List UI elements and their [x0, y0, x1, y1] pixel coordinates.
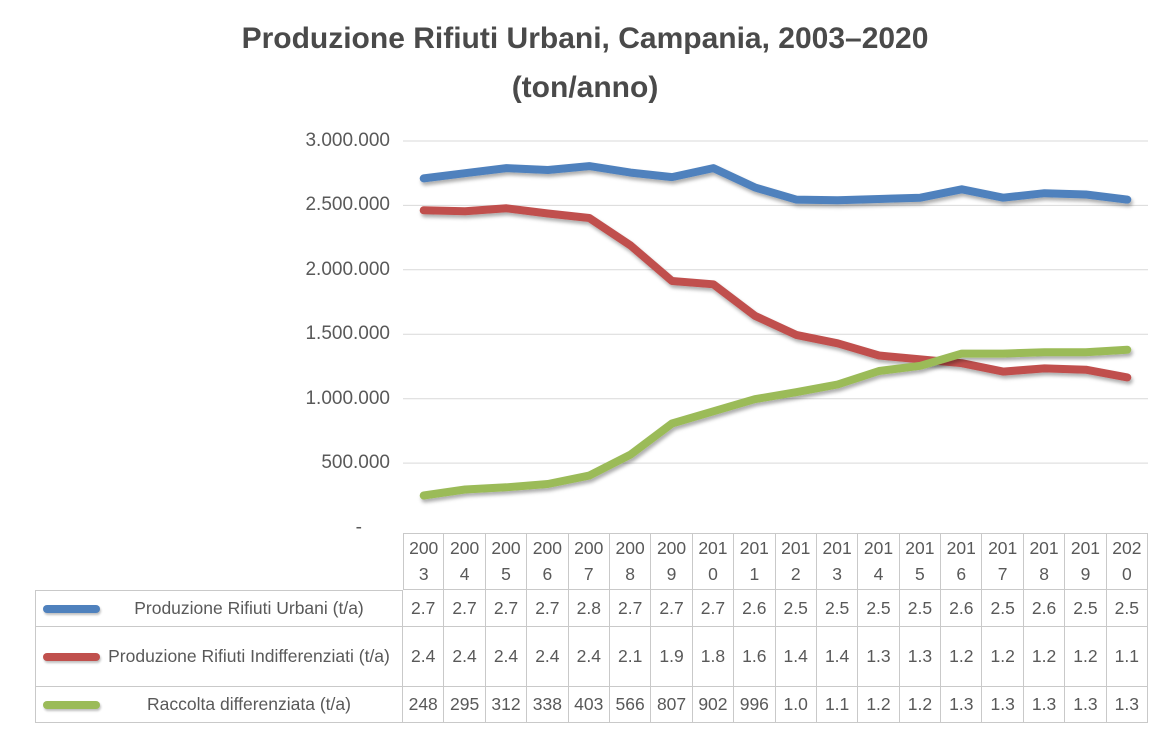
value-cell: 2.5: [816, 590, 859, 627]
year-header-cell: 200 4: [444, 533, 486, 590]
y-axis-tick-label: 2.000.000: [305, 258, 390, 280]
chart-title-line-1: Produzione Rifiuti Urbani, Campania, 200…: [241, 22, 929, 55]
value-cell: 2.7: [485, 590, 528, 627]
value-cell: 1.1: [1106, 627, 1149, 687]
year-header-cell: 201 2: [775, 533, 817, 590]
value-cell: 2.7: [651, 590, 693, 627]
y-axis-tick-label: -: [355, 516, 362, 538]
year-header-cell: 201 6: [941, 533, 983, 590]
value-cell: 1.3: [858, 627, 900, 687]
value-cell: 807: [651, 687, 693, 723]
value-cell: 1.3: [1106, 687, 1149, 723]
legend-key-icon: [43, 604, 100, 613]
value-cell: 2.5: [899, 590, 942, 627]
value-cell: 2.8: [568, 590, 610, 627]
year-header-cell: 201 0: [692, 533, 735, 590]
value-cell: 2.5: [858, 590, 900, 627]
value-cell: 1.2: [1023, 627, 1066, 687]
value-cell: 2.5: [982, 590, 1024, 627]
value-cell: 2.7: [444, 590, 486, 627]
year-header-cell: 201 9: [1065, 533, 1107, 590]
value-cell: 566: [609, 687, 652, 723]
year-header-cell: 201 5: [899, 533, 942, 590]
y-axis-tick-label: 3.000.000: [305, 130, 390, 151]
value-cell: 248: [403, 687, 445, 723]
table-corner-cell: [35, 533, 403, 590]
value-cell: 2.5: [1106, 590, 1149, 627]
year-header-cell: 200 3: [403, 533, 445, 590]
year-header-cell: 201 4: [858, 533, 900, 590]
year-header-cell: 201 8: [1023, 533, 1066, 590]
value-cell: 1.6: [734, 627, 776, 687]
legend-key-icon: [43, 700, 100, 709]
value-cell: 2.4: [568, 627, 610, 687]
legend-cell: Raccolta differenziata (t/a): [35, 687, 403, 723]
value-cell: 2.4: [403, 627, 445, 687]
y-axis-tick-label: 500.000: [321, 452, 390, 474]
value-cell: 312: [485, 687, 528, 723]
value-cell: 2.7: [692, 590, 735, 627]
value-cell: 2.1: [609, 627, 652, 687]
value-cell: 1.4: [775, 627, 817, 687]
value-cell: 2.5: [775, 590, 817, 627]
legend-key-icon: [43, 652, 100, 661]
value-cell: 1.3: [1065, 687, 1107, 723]
value-cell: 1.2: [899, 687, 942, 723]
year-header-cell: 200 8: [609, 533, 652, 590]
value-cell: 1.8: [692, 627, 735, 687]
value-cell: 2.6: [941, 590, 983, 627]
value-cell: 1.3: [941, 687, 983, 723]
data-table: 200 3 200 4 200 5 200 6 200 7 200 8 200 9 201 0…: [35, 533, 1149, 723]
value-cell: 2.6: [734, 590, 776, 627]
legend-label: Produzione Rifiuti Indifferenziati (t/a): [108, 645, 390, 666]
year-header-cell: 202 0: [1106, 533, 1149, 590]
legend-label: Raccolta differenziata (t/a): [147, 693, 351, 714]
value-cell: 1.3: [982, 687, 1024, 723]
value-cell: 2.7: [403, 590, 445, 627]
year-header-cell: 200 5: [485, 533, 528, 590]
value-cell: 2.6: [1023, 590, 1066, 627]
value-cell: 295: [444, 687, 486, 723]
value-cell: 1.3: [1023, 687, 1066, 723]
year-header-cell: 201 1: [734, 533, 776, 590]
year-header-cell: 201 7: [982, 533, 1024, 590]
value-cell: 1.2: [941, 627, 983, 687]
value-cell: 338: [527, 687, 569, 723]
value-cell: 996: [734, 687, 776, 723]
y-axis-tick-label: 1.500.000: [305, 323, 390, 345]
legend-cell: Produzione Rifiuti Indifferenziati (t/a): [35, 627, 403, 687]
year-header-cell: 200 6: [527, 533, 569, 590]
chart-title: Produzione Rifiuti Urbani, Campania, 200…: [0, 14, 1170, 112]
value-cell: 2.5: [1065, 590, 1107, 627]
value-cell: 1.9: [651, 627, 693, 687]
value-cell: 1.2: [1065, 627, 1107, 687]
chart-title-line-2: (ton/anno): [511, 71, 659, 104]
value-cell: 1.4: [816, 627, 859, 687]
year-header-cell: 200 7: [568, 533, 610, 590]
value-cell: 1.2: [982, 627, 1024, 687]
value-cell: 1.1: [816, 687, 859, 723]
y-axis-tick-label: 1.000.000: [305, 387, 390, 409]
value-cell: 1.3: [899, 627, 942, 687]
value-cell: 2.7: [609, 590, 652, 627]
year-header-cell: 200 9: [651, 533, 693, 590]
value-cell: 2.7: [527, 590, 569, 627]
value-cell: 403: [568, 687, 610, 723]
value-cell: 2.4: [485, 627, 528, 687]
year-header-cell: 201 3: [816, 533, 859, 590]
value-cell: 2.4: [527, 627, 569, 687]
value-cell: 1.0: [775, 687, 817, 723]
legend-cell: Produzione Rifiuti Urbani (t/a): [35, 590, 403, 627]
value-cell: 2.4: [444, 627, 486, 687]
value-cell: 1.2: [858, 687, 900, 723]
y-axis-tick-label: 2.500.000: [305, 194, 390, 216]
legend-label: Produzione Rifiuti Urbani (t/a): [134, 597, 364, 618]
value-cell: 902: [692, 687, 735, 723]
